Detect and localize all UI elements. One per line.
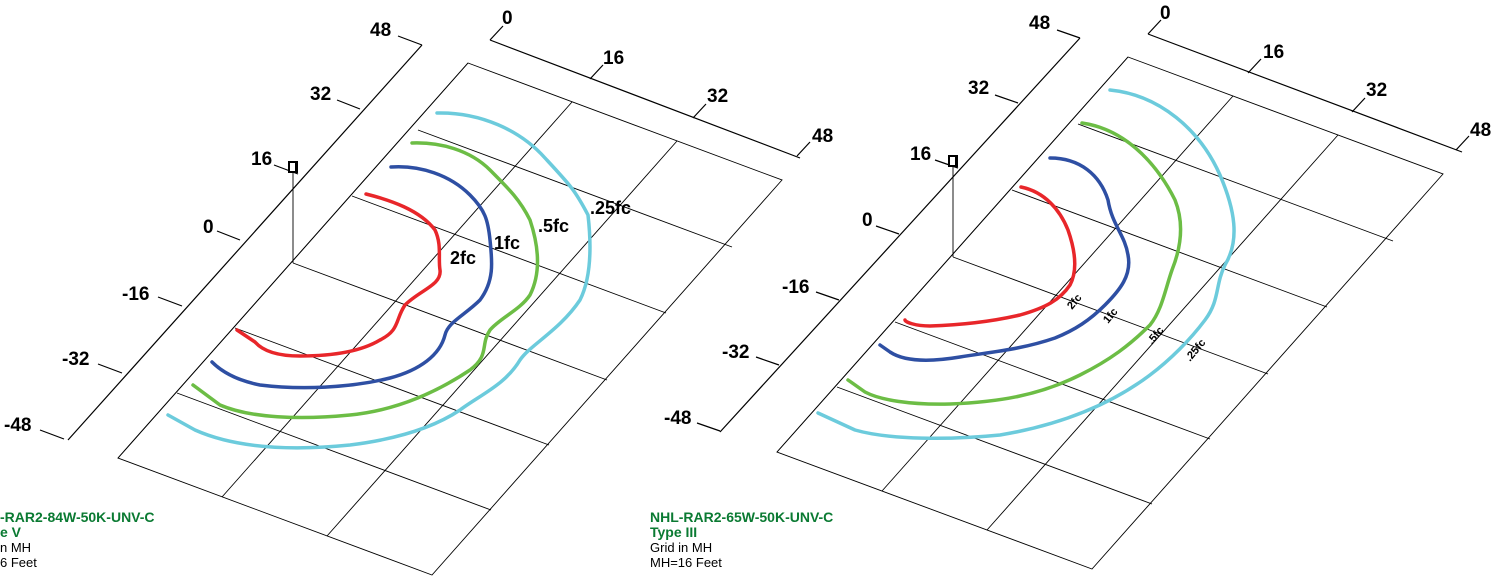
left-plot-isolines bbox=[166, 111, 592, 450]
left-caption: -RAR2-84W-50K-UNV-C e V n MH 6 Feet bbox=[0, 509, 155, 571]
left-caption-type: e V bbox=[0, 524, 22, 540]
left-tick-neg16: -16 bbox=[122, 284, 149, 305]
top-tick-0: 0 bbox=[502, 8, 513, 29]
left-caption-mh-note: 6 Feet bbox=[0, 555, 37, 570]
left-tick-16: 16 bbox=[251, 149, 272, 170]
top-tick-32: 32 bbox=[707, 86, 728, 107]
right-caption-type: Type III bbox=[650, 524, 698, 540]
right-top-tick-16: 16 bbox=[1263, 42, 1284, 63]
right-plot-isolines bbox=[816, 88, 1236, 441]
left-tick-48: 48 bbox=[370, 20, 391, 41]
left-luminaire-icon bbox=[288, 161, 298, 173]
left-axis-line bbox=[67, 44, 423, 441]
top-tick-16: 16 bbox=[603, 48, 624, 69]
right-top-tick-32: 32 bbox=[1366, 80, 1387, 101]
left-isoline-05fc bbox=[191, 141, 540, 420]
right-label-2fc: 2fc bbox=[1065, 292, 1084, 312]
right-caption-mh-note: MH=16 Feet bbox=[650, 555, 722, 570]
right-caption: NHL-RAR2-65W-50K-UNV-C Type III Grid in … bbox=[650, 509, 834, 571]
right-isoline-2fc bbox=[903, 185, 1077, 328]
right-left-tick-0: 0 bbox=[862, 210, 873, 231]
right-plot-grid bbox=[776, 56, 1444, 570]
left-caption-grid-note: n MH bbox=[0, 540, 32, 555]
right-luminaire-icon bbox=[948, 155, 958, 167]
left-label-05fc: .5fc bbox=[538, 216, 569, 236]
left-axis-line bbox=[719, 37, 1081, 433]
right-isoline-1fc bbox=[878, 156, 1131, 363]
right-left-tick-32: 32 bbox=[968, 78, 989, 99]
plot-left: .25fc .5fc 1fc 2fc 48 32 16 0 -16 -32 -4… bbox=[4, 8, 833, 576]
right-isoline-025fc bbox=[816, 88, 1236, 441]
right-left-tick-16: 16 bbox=[910, 144, 931, 165]
left-plot-axes bbox=[39, 25, 811, 441]
right-caption-model: NHL-RAR2-65W-50K-UNV-C bbox=[650, 509, 834, 525]
right-top-tick-48: 48 bbox=[1470, 120, 1491, 141]
right-plot-axes bbox=[696, 19, 1470, 433]
right-isoline-05fc bbox=[846, 121, 1183, 406]
top-axis-line bbox=[1147, 33, 1463, 153]
right-left-tick-neg32: -32 bbox=[722, 342, 749, 363]
left-isoline-025fc bbox=[166, 111, 592, 450]
plot-right: 2fc 1fc .5fc .25fc 48 32 16 0 -16 -32 -4… bbox=[664, 3, 1491, 570]
left-tick-neg32: -32 bbox=[62, 349, 89, 370]
left-tick-32: 32 bbox=[310, 84, 331, 105]
left-caption-model: -RAR2-84W-50K-UNV-C bbox=[0, 509, 155, 525]
top-tick-48: 48 bbox=[812, 126, 833, 147]
left-label-2fc: 2fc bbox=[450, 248, 476, 268]
left-tick-neg48: -48 bbox=[4, 415, 31, 436]
right-left-tick-neg16: -16 bbox=[782, 277, 809, 298]
right-left-tick-48: 48 bbox=[1029, 13, 1050, 34]
right-caption-grid-note: Grid in MH bbox=[650, 540, 713, 555]
left-label-1fc: 1fc bbox=[494, 233, 520, 253]
right-top-tick-0: 0 bbox=[1160, 3, 1171, 24]
left-isoline-2fc bbox=[235, 192, 442, 358]
right-label-1fc: 1fc bbox=[1101, 306, 1120, 326]
right-left-tick-neg48: -48 bbox=[664, 408, 691, 429]
left-tick-0: 0 bbox=[203, 217, 214, 238]
left-label-025fc: .25fc bbox=[590, 198, 631, 218]
top-axis-line bbox=[489, 39, 801, 159]
left-isoline-1fc bbox=[210, 165, 494, 390]
left-plot-grid bbox=[117, 62, 783, 576]
